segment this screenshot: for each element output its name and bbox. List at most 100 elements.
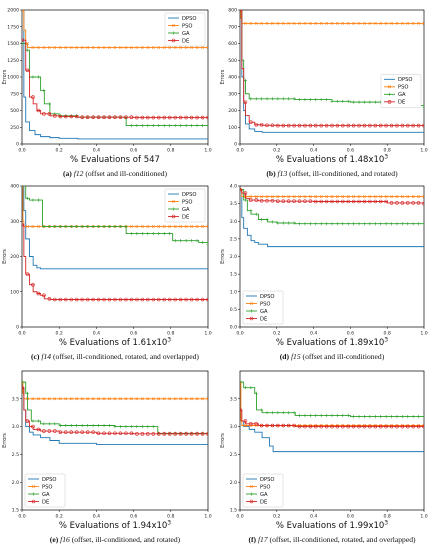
- series-marker-de: [240, 408, 242, 412]
- series-marker-de: [195, 297, 199, 302]
- series-marker-de: [206, 115, 208, 120]
- series-marker-ga: [173, 123, 177, 128]
- series-marker-de: [58, 430, 63, 434]
- series-marker-pso: [292, 195, 296, 199]
- series-marker-de: [324, 199, 329, 204]
- series-line-de: [22, 224, 208, 300]
- series-marker-ga: [314, 413, 318, 418]
- series-marker-ga: [42, 422, 46, 426]
- series-marker-pso: [179, 46, 183, 50]
- y-tick-label: 400: [10, 184, 19, 190]
- series-marker-pso: [346, 21, 350, 25]
- series-marker-de: [308, 123, 313, 128]
- series-marker-de: [292, 199, 296, 203]
- series-marker-ga: [319, 222, 323, 226]
- series-marker-ga: [157, 123, 161, 128]
- series-marker-pso: [36, 46, 40, 50]
- series-marker-de: [118, 297, 123, 302]
- series-marker-ga: [303, 98, 307, 102]
- series-marker-de: [378, 424, 383, 429]
- series-marker-ga: [341, 99, 345, 103]
- series-marker-pso: [201, 397, 205, 401]
- series-marker-pso: [406, 195, 410, 199]
- legend-label-ga: GA: [182, 207, 190, 213]
- series-marker-de: [140, 432, 145, 436]
- series-marker-de: [124, 297, 128, 302]
- series-marker-pso: [417, 21, 421, 25]
- series-marker-de: [416, 201, 421, 205]
- y-axis-label: Errors: [2, 69, 8, 84]
- legend-label-ga: GA: [260, 309, 268, 315]
- series-marker-de: [346, 199, 351, 204]
- series-marker-pso: [357, 21, 361, 25]
- series-marker-ga: [297, 98, 302, 102]
- series-marker-pso: [298, 195, 302, 199]
- series-marker-pso: [390, 21, 394, 25]
- series-marker-pso: [140, 46, 144, 50]
- series-marker-pso: [240, 380, 242, 384]
- series-marker-de: [276, 199, 280, 203]
- series-marker-ga: [151, 231, 155, 236]
- chart-panel-4: 1.5 2.0 2.5 3.0 3.5 0.0 0.2 0.4 0.6 0.8 1.0 Errors%…: [2, 370, 212, 544]
- series-marker-ga: [80, 224, 84, 229]
- series-marker-de: [22, 222, 24, 227]
- series-marker-de: [254, 122, 259, 127]
- legend-label-dpso: DPSO: [260, 294, 275, 300]
- series-line-pso: [240, 10, 424, 24]
- series-marker-de: [378, 199, 383, 204]
- x-tick-label: 0.6: [347, 331, 354, 337]
- series-marker-ga: [129, 425, 134, 429]
- series-marker-pso: [195, 46, 199, 50]
- series-marker-de: [69, 114, 74, 119]
- series-marker-pso: [108, 397, 112, 401]
- series-marker-ga: [265, 411, 269, 415]
- legend-label-de: DE: [260, 316, 267, 322]
- series-marker-pso: [102, 397, 106, 401]
- series-marker-ga: [389, 222, 394, 226]
- series-marker-ga: [362, 414, 367, 419]
- series-marker-ga: [406, 414, 410, 419]
- series-marker-de: [96, 115, 101, 119]
- y-tick-label: 3.0: [230, 424, 237, 430]
- series-marker-de: [178, 115, 183, 120]
- series-marker-de: [31, 424, 35, 429]
- series-marker-pso: [64, 397, 68, 401]
- series-marker-pso: [22, 380, 24, 384]
- series-marker-ga: [86, 423, 90, 428]
- x-tick-label: 0.2: [56, 148, 63, 154]
- series-marker-de: [195, 432, 199, 436]
- series-marker-ga: [206, 431, 208, 435]
- series-marker-de: [69, 430, 74, 434]
- series-marker-de: [286, 199, 291, 203]
- series-marker-ga: [86, 224, 90, 229]
- series-marker-ga: [36, 419, 41, 423]
- x-tick-label: 0.6: [347, 148, 354, 154]
- series-marker-pso: [69, 397, 73, 401]
- series-marker-de: [135, 115, 139, 120]
- series-marker-pso: [151, 397, 155, 401]
- x-tick-label: 0.0: [236, 331, 243, 337]
- series-marker-pso: [42, 397, 46, 401]
- series-marker-ga: [200, 123, 205, 128]
- series-marker-de: [243, 100, 248, 104]
- series-marker-de: [189, 297, 194, 302]
- x-tick-label: 0.8: [167, 331, 174, 337]
- series-marker-pso: [201, 46, 205, 50]
- x-tick-label: 0.4: [93, 514, 100, 520]
- series-marker-ga: [173, 239, 177, 243]
- x-tick-label: 1.0: [420, 148, 427, 154]
- series-marker-de: [146, 432, 150, 436]
- x-tick-label: 1.0: [420, 331, 427, 337]
- series-marker-pso: [270, 21, 274, 25]
- series-marker-pso: [308, 195, 312, 199]
- series-marker-ga: [297, 413, 302, 418]
- series-marker-pso: [53, 46, 57, 50]
- series-marker-pso: [287, 195, 291, 199]
- series-marker-pso: [157, 225, 161, 229]
- series-marker-ga: [276, 411, 280, 415]
- series-marker-ga: [330, 222, 334, 226]
- series-marker-de: [276, 123, 280, 128]
- series-marker-ga: [243, 198, 248, 202]
- series-marker-ga: [276, 221, 280, 225]
